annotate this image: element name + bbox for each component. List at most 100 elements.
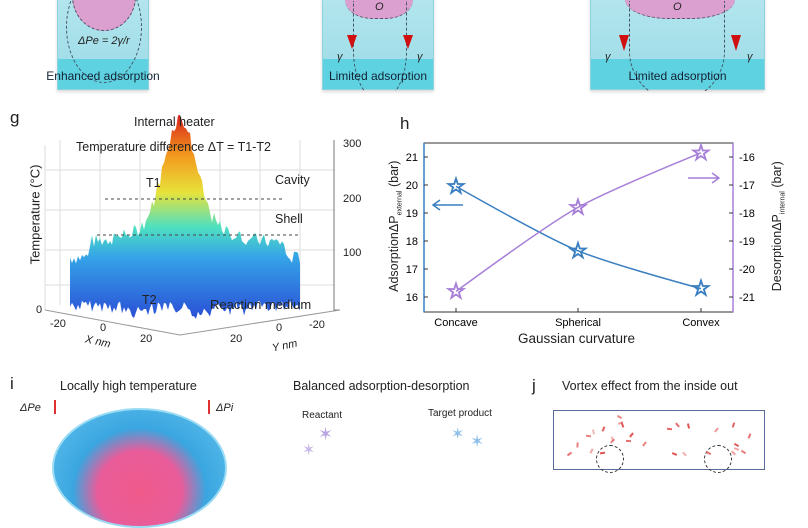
particle <box>601 426 606 432</box>
left-tick-label: 18 <box>406 236 418 248</box>
product-star-icon: ✶ <box>470 432 485 451</box>
y-tick: -20 <box>309 319 325 331</box>
panel-j-title: Vortex effect from the inside out <box>562 379 738 393</box>
right-tick-label: -16 <box>739 152 755 164</box>
left-tick-label: 17 <box>406 264 418 276</box>
particle <box>616 414 622 420</box>
particle <box>609 438 615 444</box>
left-tick-label: 21 <box>406 152 418 164</box>
left-tick-label: 20 <box>406 180 418 192</box>
x-axis-title: Gaussian curvature <box>518 331 636 346</box>
adsorption-box-limited-2: O γ γ Limited adsorption <box>590 0 765 91</box>
x-tick: -20 <box>50 318 66 330</box>
x-tick-label: Convex <box>682 317 720 329</box>
star-marker-right: ☆ <box>691 140 711 165</box>
center-label: O <box>375 1 384 13</box>
star-marker-left: ☆ <box>568 238 588 263</box>
reaction-medium-label: Reaction medium <box>210 297 312 312</box>
particle <box>681 451 687 457</box>
star-marker-left: ☆ <box>691 276 711 301</box>
panel-letter-j: j <box>532 376 536 395</box>
panel-letter-h: h <box>400 114 410 133</box>
particle <box>747 433 751 439</box>
right-axis-label-unit: (bar) <box>769 161 784 188</box>
reactant-label: Reactant <box>302 410 343 421</box>
y-tick: 20 <box>230 333 243 345</box>
particle <box>585 434 592 438</box>
particle <box>731 422 735 429</box>
panel-g-subtitle: Temperature difference ΔT = T1-T2 <box>76 140 271 154</box>
balanced-title: Balanced adsorption-desorption <box>293 379 470 393</box>
panel-letter-i: i <box>10 374 14 393</box>
heated-sphere <box>52 408 227 528</box>
particle <box>714 427 720 433</box>
tension-label: γ <box>417 51 423 63</box>
product-star-icon: ✶ <box>451 426 465 443</box>
z-tick: 300 <box>343 138 362 150</box>
z-tick: 100 <box>343 247 362 259</box>
right-axis-label: DesorptionΔPinternal (bar) <box>770 141 787 311</box>
x-tick: 20 <box>140 333 153 345</box>
left-axis-arrow-icon <box>431 199 463 211</box>
x-tick-label: Spherical <box>555 317 601 329</box>
vortex-box <box>553 410 765 473</box>
tension-label: γ <box>337 51 343 63</box>
tension-label: γ <box>747 51 753 63</box>
particle <box>567 451 573 457</box>
temperature-surface <box>70 114 300 319</box>
delta-pi-label: ΔPi <box>216 402 234 414</box>
arrow-down-icon <box>731 35 741 51</box>
arrow-down-icon <box>347 35 357 49</box>
particle <box>629 432 635 438</box>
particle <box>741 450 747 455</box>
vortex-circle <box>596 445 624 473</box>
z-tick: 0 <box>36 304 43 316</box>
adsorption-box-enhanced: ΔPe = 2γ/r Enhanced adsorption <box>46 0 160 90</box>
reactant-star-icon: ✶ <box>302 442 316 459</box>
surface-plot-3d <box>44 114 341 336</box>
t2-label: T2 <box>142 293 157 307</box>
left-axis-label: AdsorptionΔPexternal (bar) <box>387 141 404 311</box>
left-tick-label: 19 <box>406 208 418 220</box>
star-marker-right: ☆ <box>568 194 588 219</box>
particle <box>575 442 579 448</box>
curvature-pressure-chart: 16 17 18 19 20 21 -21 -20 -19 -18 -17 -16 Concave Sph… <box>406 139 755 329</box>
right-axis-label-main: DesorptionΔP <box>769 214 784 292</box>
particle <box>667 427 673 431</box>
delta-pe-label: ΔPe <box>20 402 41 414</box>
laplace-equation: ΔPe = 2γ/r <box>78 35 130 47</box>
adsorption-box-limited-1: O γ γ Limited adsorption <box>322 0 434 91</box>
plot-frame <box>423 142 734 313</box>
star-marker-left: ☆ <box>446 173 466 198</box>
particle <box>641 441 647 447</box>
particle <box>589 448 594 454</box>
left-axis-label-unit: (bar) <box>386 160 401 188</box>
right-axis-label-sub: internal <box>779 191 787 215</box>
arrow-down-icon <box>619 35 629 51</box>
x-tick: 0 <box>100 322 107 334</box>
center-label: O <box>673 1 682 13</box>
particle <box>626 440 632 443</box>
y-tick: 0 <box>276 322 283 334</box>
arrow-up-icon <box>208 400 210 414</box>
arrow-down-icon <box>54 400 56 414</box>
floor-axes <box>44 309 341 336</box>
panel-letter-g: g <box>10 108 20 127</box>
x-tick-label: Concave <box>434 317 477 329</box>
series-line-left <box>455 185 702 290</box>
panel-i-title: Locally high temperature <box>60 379 197 393</box>
right-tick-label: -17 <box>739 180 755 192</box>
particle <box>592 429 596 435</box>
right-tick-label: -20 <box>739 264 755 276</box>
star-marker-right: ☆ <box>446 278 466 303</box>
vortex-circle <box>704 445 732 473</box>
box-label: Limited adsorption <box>628 69 727 83</box>
particle <box>686 423 690 429</box>
bubble-outline <box>629 1 725 91</box>
left-axis-label-sub: external <box>396 190 404 216</box>
z-tick: 200 <box>343 193 362 205</box>
arrow-down-icon <box>403 35 413 49</box>
right-tick-label: -19 <box>739 236 755 248</box>
series-line-right <box>455 152 702 293</box>
target-product-label: Target product <box>428 408 492 419</box>
